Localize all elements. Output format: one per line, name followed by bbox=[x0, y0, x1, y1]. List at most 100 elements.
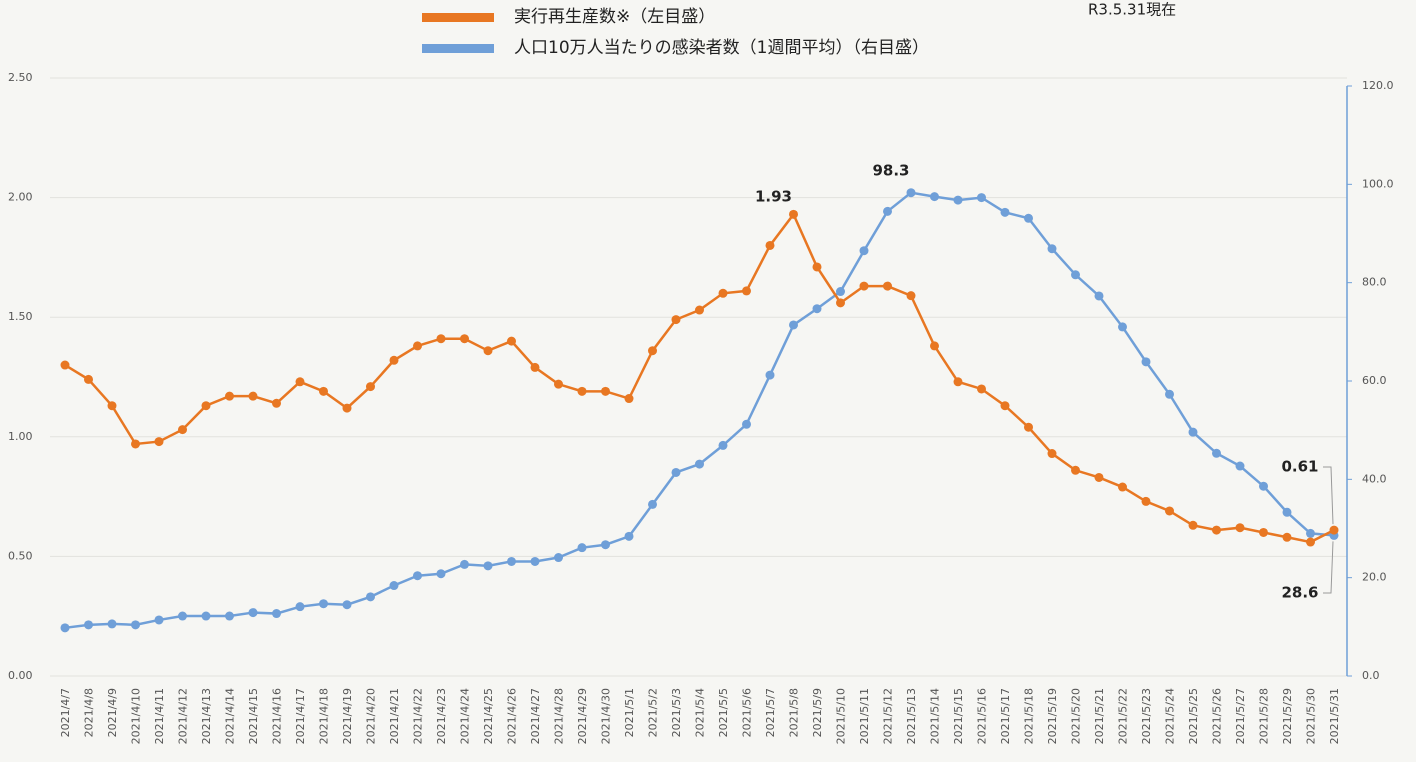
y2-tick-label: 20.0 bbox=[1362, 571, 1387, 584]
x-tick-label: 2021/4/12 bbox=[177, 688, 190, 744]
point bbox=[1141, 357, 1151, 367]
x-tick-label: 2021/5/19 bbox=[1046, 688, 1059, 744]
x-tick-label: 2021/4/26 bbox=[506, 688, 519, 744]
point bbox=[1235, 523, 1245, 533]
point bbox=[953, 377, 963, 387]
point bbox=[342, 600, 352, 610]
point bbox=[1118, 322, 1127, 332]
point bbox=[201, 401, 211, 411]
series-line bbox=[64, 191, 1335, 630]
point bbox=[742, 419, 751, 429]
x-tick-label: 2021/5/31 bbox=[1328, 688, 1341, 744]
point bbox=[648, 346, 657, 356]
point bbox=[319, 599, 328, 609]
x-tick-label: 2021/4/25 bbox=[482, 688, 495, 744]
point bbox=[295, 602, 305, 612]
point bbox=[789, 320, 798, 330]
point bbox=[1000, 207, 1010, 217]
point bbox=[789, 209, 798, 219]
point bbox=[84, 374, 93, 384]
x-tick-label: 2021/5/11 bbox=[858, 688, 871, 744]
point bbox=[1094, 472, 1104, 482]
x-tick-label: 2021/5/8 bbox=[788, 688, 801, 737]
point bbox=[1047, 244, 1057, 254]
x-tick-label: 2021/5/28 bbox=[1258, 688, 1271, 744]
y2-tick-label: 80.0 bbox=[1362, 276, 1387, 289]
point bbox=[201, 611, 211, 621]
x-tick-label: 2021/5/14 bbox=[929, 688, 942, 744]
leader-line bbox=[1323, 466, 1334, 525]
point bbox=[742, 286, 751, 296]
y2-tick-label: 60.0 bbox=[1362, 374, 1387, 387]
x-tick-label: 2021/4/10 bbox=[130, 688, 143, 744]
point bbox=[1141, 496, 1151, 506]
data-label: 1.93 bbox=[755, 188, 792, 206]
x-tick-label: 2021/5/10 bbox=[835, 688, 848, 744]
legend-label: 人口10万人当たりの感染者数（1週間平均）（右目盛） bbox=[514, 38, 929, 58]
point bbox=[648, 499, 657, 509]
data-label: 98.3 bbox=[872, 162, 909, 180]
x-tick-label: 2021/5/24 bbox=[1164, 688, 1177, 744]
point bbox=[1165, 506, 1174, 516]
x-tick-label: 2021/4/27 bbox=[529, 688, 542, 744]
point bbox=[507, 556, 516, 566]
point bbox=[131, 439, 140, 449]
x-tick-label: 2021/5/22 bbox=[1117, 688, 1130, 744]
point bbox=[272, 398, 281, 408]
point bbox=[460, 334, 469, 344]
x-tick-label: 2021/4/18 bbox=[318, 688, 331, 744]
point bbox=[1306, 528, 1315, 538]
x-tick-label: 2021/5/26 bbox=[1211, 688, 1224, 744]
data-label: 28.6 bbox=[1281, 584, 1318, 602]
point bbox=[248, 391, 258, 401]
x-tick-label: 2021/5/21 bbox=[1093, 688, 1106, 744]
y2-tick-label: 40.0 bbox=[1362, 472, 1387, 485]
point bbox=[577, 386, 587, 396]
point bbox=[154, 437, 164, 447]
point bbox=[624, 531, 634, 541]
x-tick-label: 2021/4/7 bbox=[59, 688, 72, 737]
point bbox=[601, 540, 610, 550]
point bbox=[131, 620, 140, 630]
point bbox=[906, 188, 916, 198]
point bbox=[1259, 481, 1268, 491]
point bbox=[765, 370, 775, 380]
point bbox=[178, 425, 187, 435]
x-tick-label: 2021/5/17 bbox=[999, 688, 1012, 744]
point bbox=[671, 467, 681, 477]
point bbox=[695, 459, 704, 469]
point bbox=[154, 615, 164, 625]
point bbox=[107, 619, 117, 629]
point bbox=[389, 355, 399, 365]
point bbox=[366, 382, 375, 392]
point bbox=[60, 623, 70, 633]
point bbox=[671, 315, 681, 325]
point bbox=[812, 262, 822, 272]
point bbox=[60, 360, 70, 370]
point bbox=[1306, 537, 1315, 547]
x-tick-label: 2021/4/22 bbox=[412, 688, 425, 744]
x-tick-label: 2021/4/28 bbox=[553, 688, 566, 744]
point bbox=[1235, 461, 1245, 471]
point bbox=[977, 384, 986, 394]
point bbox=[1212, 525, 1221, 535]
x-tick-label: 2021/5/18 bbox=[1023, 688, 1036, 744]
x-tick-label: 2021/5/2 bbox=[647, 688, 660, 737]
point bbox=[1188, 427, 1198, 437]
point bbox=[812, 304, 822, 314]
x-tick-label: 2021/5/23 bbox=[1140, 688, 1153, 744]
x-tick-label: 2021/5/5 bbox=[717, 688, 730, 737]
x-tick-label: 2021/4/13 bbox=[200, 688, 213, 744]
point bbox=[1259, 527, 1268, 537]
point bbox=[225, 391, 234, 401]
point bbox=[483, 561, 493, 571]
point bbox=[1094, 291, 1104, 301]
point bbox=[1047, 449, 1057, 459]
x-tick-label: 2021/5/29 bbox=[1281, 688, 1294, 744]
x-tick-label: 2021/4/9 bbox=[106, 688, 119, 737]
data-label: 0.61 bbox=[1281, 458, 1318, 476]
point bbox=[319, 386, 328, 396]
x-tick-label: 2021/4/30 bbox=[600, 688, 613, 744]
x-tick-label: 2021/4/24 bbox=[459, 688, 472, 744]
x-tick-label: 2021/4/20 bbox=[365, 688, 378, 744]
